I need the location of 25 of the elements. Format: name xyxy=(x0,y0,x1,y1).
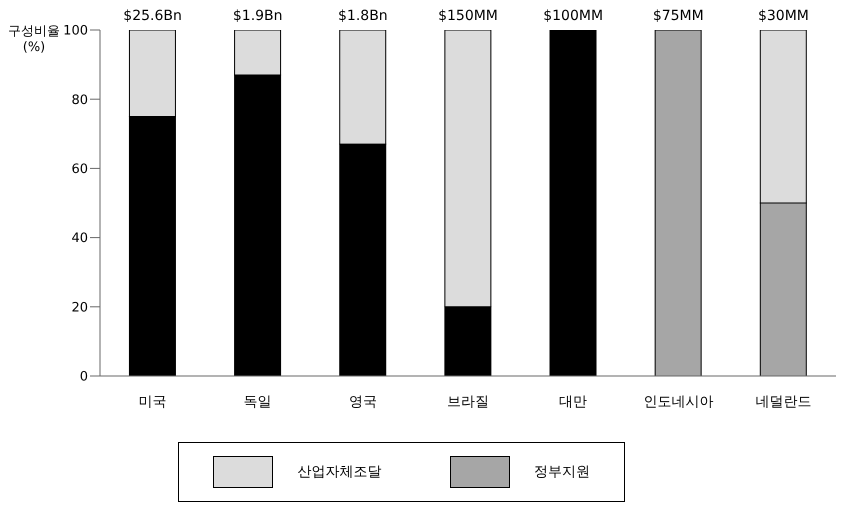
bar xyxy=(550,30,597,376)
annotation: $25.6Bn xyxy=(123,8,182,24)
annotation: $1.9Bn xyxy=(232,8,283,24)
y-tick-label: 40 xyxy=(71,231,88,246)
y-tick-label: 100 xyxy=(63,24,88,39)
annotation: $100MM xyxy=(543,8,604,24)
x-tick-label: 대만 xyxy=(559,394,588,410)
y-tick-label: 80 xyxy=(71,92,88,108)
x-tick-label: 미국 xyxy=(138,394,167,410)
x-tick-label: 인도네시아 xyxy=(643,394,714,410)
x-tick-label: 브라질 xyxy=(447,394,489,410)
x-tick-label: 네덜란드 xyxy=(755,394,812,410)
annotation: $1.8Bn xyxy=(338,8,388,24)
legend-label: 정부지원 xyxy=(534,463,590,481)
bar xyxy=(654,30,702,376)
y-tick-label: 20 xyxy=(71,300,88,316)
annotation: $30MM xyxy=(758,8,809,24)
annotation: $75MM xyxy=(652,8,704,24)
x-tick-label: 영국 xyxy=(348,394,377,410)
y-axis-title: 구성비율 (%) xyxy=(8,24,60,55)
y-tick-label: 60 xyxy=(71,162,88,178)
legend-label: 산업자체조달 xyxy=(297,463,382,481)
x-tick-label: 독일 xyxy=(244,394,272,410)
y-tick-label: 0 xyxy=(80,370,88,385)
annotation: $150MM xyxy=(438,8,498,24)
